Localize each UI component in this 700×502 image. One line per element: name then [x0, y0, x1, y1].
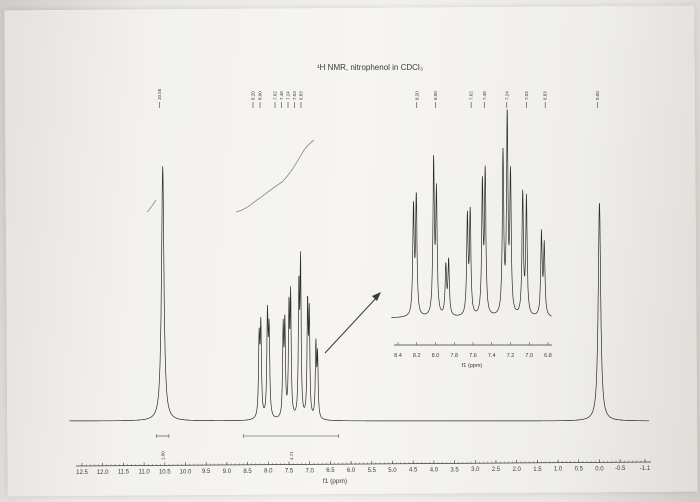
x-tick-label: 7.0	[306, 468, 315, 474]
x-tick-label: 10.5	[159, 469, 171, 475]
x-tick-label: 9.5	[202, 469, 211, 475]
x-tick-label: 3.0	[471, 467, 480, 473]
inset-peak-label: 8.20	[414, 91, 419, 100]
x-tick-label: 8.0	[264, 469, 273, 475]
x-tick-label: 1.5	[533, 467, 542, 473]
inset-x-tick-label: 7.6	[469, 353, 477, 359]
x-tick-label: 9.0	[223, 469, 232, 475]
inset-x-tick-label: 7.4	[488, 353, 496, 359]
x-tick-label: 0.0	[595, 466, 604, 472]
inset-peak-label: 8.00	[433, 91, 438, 100]
chart-title: ¹H NMR, nitrophenol in CDCl₃	[317, 63, 423, 72]
x-tick-label: 2.5	[492, 467, 501, 473]
x-tick-label: 10.0	[180, 469, 192, 475]
inset-x-tick-label: 8.4	[394, 353, 402, 359]
main-spectrum: 12.5 12.0 11.5 11.0 10.5 10.0 9.5 9.0 8.5 8.0 7.5 7…	[69, 88, 652, 476]
peak-label: 7.24	[286, 91, 291, 100]
x-tick-label: -1.1	[640, 466, 651, 472]
inset-x-tick-label: 8.2	[413, 353, 421, 359]
inset-x-tick-label: 7.0	[525, 353, 533, 359]
zoom-arrow	[324, 295, 379, 354]
peak-label: 7.03	[292, 91, 297, 100]
peak-label: 0.00	[595, 91, 600, 100]
x-tick-label: 4.5	[409, 468, 418, 474]
x-axis-label: f1 (ppm)	[323, 478, 347, 485]
x-tick-label: 5.0	[388, 468, 397, 474]
x-tick-label: 5.5	[368, 468, 377, 474]
x-tick-label: 6.5	[326, 468, 335, 474]
x-tick-label: 2.0	[512, 467, 521, 473]
x-tick-label: 7.5	[285, 469, 294, 475]
x-tick-label: -0.5	[615, 466, 626, 472]
integral-curve	[146, 199, 157, 213]
x-tick-label: 8.5	[243, 469, 252, 475]
peak-label: 7.48	[279, 91, 284, 100]
peak-label: 7.62	[273, 91, 278, 100]
x-tick-label: 4.0	[430, 468, 439, 474]
peak-label: 6.83	[299, 91, 304, 100]
inset-x-tick-label: 8.0	[432, 353, 440, 359]
x-tick-label: 12.0	[97, 470, 109, 476]
x-tick-label: 6.0	[347, 468, 356, 474]
x-tick-label: 1.0	[554, 467, 563, 473]
inset-spectrum-trace	[391, 109, 552, 318]
integral-curve	[235, 139, 315, 213]
x-tick-label: 0.5	[575, 466, 584, 472]
inset-x-axis-label: f1 (ppm)	[462, 363, 483, 369]
inset-x-tick-label: 7.2	[507, 353, 515, 359]
x-tick-label: 12.5	[76, 470, 88, 476]
x-tick-label: 11.5	[118, 470, 130, 476]
inset-peak-label: 7.03	[524, 91, 529, 100]
peak-label: 8.20	[251, 91, 256, 100]
inset-peak-label: 7.48	[482, 91, 487, 100]
x-tick-label: 11.0	[138, 470, 150, 476]
inset-peak-label: 7.24	[504, 91, 509, 100]
inset-peak-label: 6.83	[543, 91, 548, 100]
integral-value: 1.00	[161, 451, 166, 460]
inset-peak-label: 7.62	[469, 91, 474, 100]
spectrum-trace	[69, 166, 650, 422]
x-tick-label: 3.5	[450, 467, 459, 473]
inset-x-tick-label: 6.8	[544, 353, 552, 359]
integral-value: 4.71	[289, 451, 294, 460]
peak-label: 8.00	[258, 91, 263, 100]
inset-x-tick-label: 7.8	[450, 353, 458, 359]
inset-spectrum: 8.4 8.2 8.0 7.8 7.6 7.4 7.2 7.0 6.8 8.20 8.00 7.62 7…	[391, 91, 552, 359]
peak-label: 10.55	[157, 88, 162, 100]
zoom-arrow-head	[372, 292, 381, 301]
